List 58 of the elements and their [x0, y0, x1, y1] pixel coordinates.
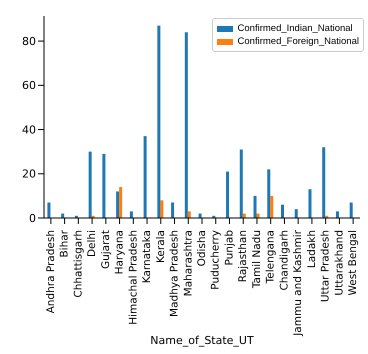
bar: [336, 211, 339, 218]
bar: [102, 154, 106, 218]
x-tick-label: Bihar: [58, 229, 71, 258]
bar: [47, 202, 50, 218]
legend-label: Confirmed_Indian_National: [238, 23, 353, 34]
bar: [270, 196, 274, 218]
x-tick-label: West Bengal: [347, 230, 360, 296]
legend-label: Confirmed_Foreign_National: [238, 36, 359, 47]
bar: [130, 211, 133, 218]
x-tick-label: Maharashtra: [182, 230, 194, 296]
bar: [88, 152, 92, 218]
bar: [254, 196, 257, 218]
x-tick-label: Gujarat: [100, 230, 112, 270]
bar: [144, 136, 147, 218]
bar: [350, 202, 353, 218]
x-tick-label: Chhattisgarh: [72, 230, 84, 298]
bar: [240, 149, 243, 218]
bar: [242, 214, 246, 218]
bar: [116, 191, 120, 218]
x-tick-label: Haryana: [114, 230, 126, 274]
x-tick-label: Odisha: [196, 230, 208, 266]
x-tick-label: Ladakh: [306, 230, 318, 268]
x-tick-label: Uttar Pradesh: [320, 230, 332, 302]
x-tick-label: Telengana: [264, 230, 277, 284]
bar: [119, 187, 122, 218]
bar: [61, 214, 64, 218]
x-tick-label: Uttarakhand: [333, 230, 346, 296]
x-tick-label: Puducherry: [210, 230, 222, 290]
y-tick-label: 20: [22, 168, 36, 181]
bar: [226, 172, 230, 218]
bar: [281, 204, 284, 218]
bar: [322, 147, 326, 218]
x-tick-label: Delhi: [86, 230, 98, 258]
bar: [267, 169, 270, 218]
y-tick-label: 40: [22, 123, 36, 136]
y-tick-label: 0: [29, 212, 36, 225]
x-tick-label: Jammu and Kashmir: [292, 229, 304, 337]
x-tick-label: Madhya Pradesh: [168, 230, 181, 317]
x-tick-label: Punjab: [223, 230, 236, 266]
bar: [188, 211, 191, 218]
bar: [308, 189, 312, 218]
x-tick-label: Andhra Pradesh: [44, 230, 57, 314]
y-tick-label: 80: [22, 35, 36, 48]
bar: [160, 200, 164, 218]
bar: [256, 214, 260, 218]
bar: [198, 214, 202, 218]
bar: [184, 32, 188, 218]
x-tick-label: Himachal Pradesh: [127, 230, 140, 325]
bar: [171, 202, 174, 218]
bar: [294, 209, 298, 218]
bar: [157, 26, 160, 218]
x-tick-label: Rajasthan: [237, 230, 250, 282]
x-tick-label: Kerala: [154, 230, 167, 263]
x-tick-label: Chandigarh: [278, 230, 290, 291]
y-tick-label: 60: [22, 79, 36, 92]
x-axis-title: Name_of_State_UT: [150, 334, 254, 347]
x-tick-label: Tamil Nadu: [250, 230, 263, 290]
x-tick-label: Karnataka: [141, 230, 154, 284]
